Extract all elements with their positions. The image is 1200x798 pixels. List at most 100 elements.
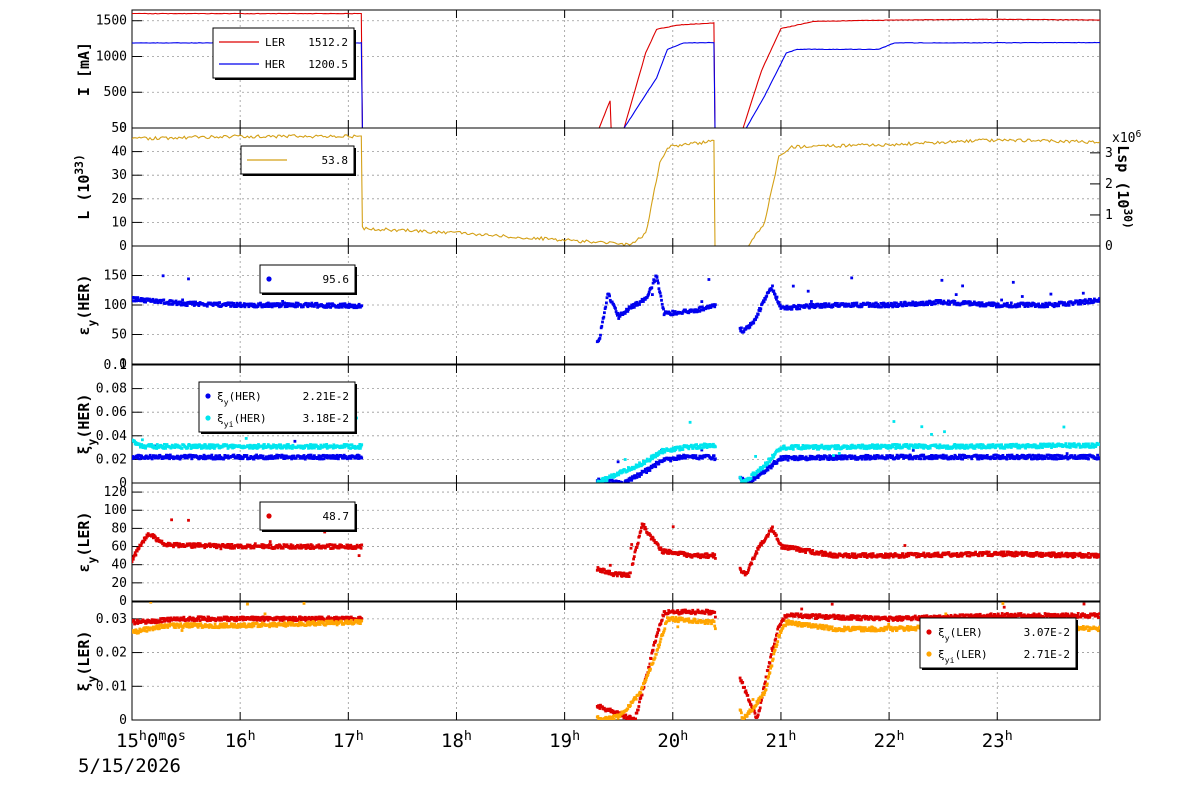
data-point: [232, 302, 236, 305]
data-point: [187, 518, 190, 522]
data-point: [614, 310, 618, 313]
data-point: [919, 445, 923, 449]
data-point: [1049, 292, 1053, 296]
data-point: [921, 300, 925, 304]
data-point: [601, 476, 605, 480]
data-point: [324, 546, 327, 550]
data-point: [970, 457, 974, 461]
data-point: [1078, 301, 1081, 304]
data-point: [796, 306, 800, 309]
data-point: [201, 618, 205, 621]
data-point: [649, 534, 652, 537]
data-point: [803, 306, 807, 309]
data-point: [603, 311, 606, 315]
data-point: [210, 453, 214, 457]
data-point: [235, 305, 238, 308]
data-point: [994, 303, 998, 306]
data-point: [231, 546, 234, 550]
data-point: [785, 304, 789, 308]
data-point: [1069, 446, 1072, 449]
data-point: [296, 543, 299, 547]
data-point: [1055, 457, 1059, 461]
data-point: [604, 305, 608, 309]
data-point: [1063, 554, 1066, 558]
data-point: [227, 619, 231, 623]
data-point: [318, 457, 321, 461]
data-point: [994, 446, 998, 449]
data-point: [155, 539, 159, 543]
data-point: [1043, 457, 1047, 460]
legend: 53.8: [240, 145, 356, 176]
y-tick-label: 50: [111, 328, 127, 343]
data-point: [1008, 453, 1011, 457]
data-point: [182, 303, 186, 307]
data-point: [1022, 454, 1025, 457]
data-point: [608, 563, 612, 567]
data-point: [624, 310, 628, 313]
data-point: [1040, 305, 1044, 309]
data-point: [765, 294, 769, 298]
data-point: [235, 615, 239, 619]
data-point: [891, 443, 894, 446]
data-point: [1097, 553, 1100, 557]
data-point: [185, 304, 189, 307]
data-point: [922, 551, 926, 555]
data-point: [942, 299, 946, 303]
data-point: [823, 554, 826, 557]
data-point: [356, 305, 360, 309]
data-point: [934, 454, 938, 457]
data-point: [357, 554, 361, 557]
data-point: [610, 572, 614, 575]
data-point: [865, 447, 868, 451]
data-point: [248, 457, 252, 460]
right-tick-label: 2: [1105, 177, 1113, 192]
data-point: [657, 462, 661, 466]
data-point: [895, 443, 899, 446]
data-point: [899, 301, 903, 304]
data-point: [325, 302, 329, 306]
data-point: [757, 470, 761, 473]
data-point: [919, 443, 922, 447]
data-point: [614, 479, 618, 483]
data-point: [1087, 442, 1090, 446]
data-point: [761, 467, 765, 471]
data-point: [301, 305, 305, 309]
legend-entry-value: 3.18E-2: [303, 412, 349, 425]
data-point: [207, 616, 211, 620]
data-point: [629, 571, 632, 575]
data-point: [205, 304, 209, 308]
data-point: [1039, 456, 1042, 460]
data-point: [1065, 455, 1068, 458]
data-point: [150, 621, 153, 625]
data-point: [243, 305, 247, 309]
data-point: [648, 459, 652, 463]
data-point: [218, 618, 221, 622]
y-tick-label: 150: [104, 269, 127, 284]
data-point: [777, 301, 781, 304]
data-point: [871, 444, 875, 447]
data-point: [339, 303, 343, 307]
data-point: [762, 300, 766, 304]
data-point: [863, 444, 867, 448]
data-point: [635, 476, 639, 479]
data-point: [893, 301, 896, 305]
data-point: [712, 454, 716, 458]
data-point: [139, 444, 143, 448]
data-point: [253, 303, 257, 307]
data-point: [1029, 554, 1033, 558]
data-point: [290, 618, 294, 622]
data-point: [348, 546, 352, 550]
data-point: [240, 545, 244, 548]
data-point: [319, 443, 323, 447]
data-point: [911, 457, 915, 461]
data-point: [642, 300, 645, 303]
data-point: [140, 443, 144, 446]
data-point: [279, 456, 283, 459]
data-point: [940, 555, 944, 559]
data-point: [767, 532, 770, 536]
data-point: [654, 465, 658, 469]
data-point: [659, 546, 663, 550]
data-point: [775, 295, 779, 299]
data-point: [360, 456, 364, 460]
